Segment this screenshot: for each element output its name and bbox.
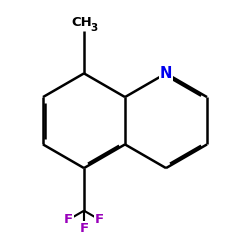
Text: 3: 3 — [91, 23, 98, 33]
Text: F: F — [95, 213, 104, 226]
Text: F: F — [80, 222, 88, 235]
Text: N: N — [160, 66, 172, 81]
Text: CH: CH — [71, 16, 92, 29]
Text: F: F — [64, 213, 73, 226]
